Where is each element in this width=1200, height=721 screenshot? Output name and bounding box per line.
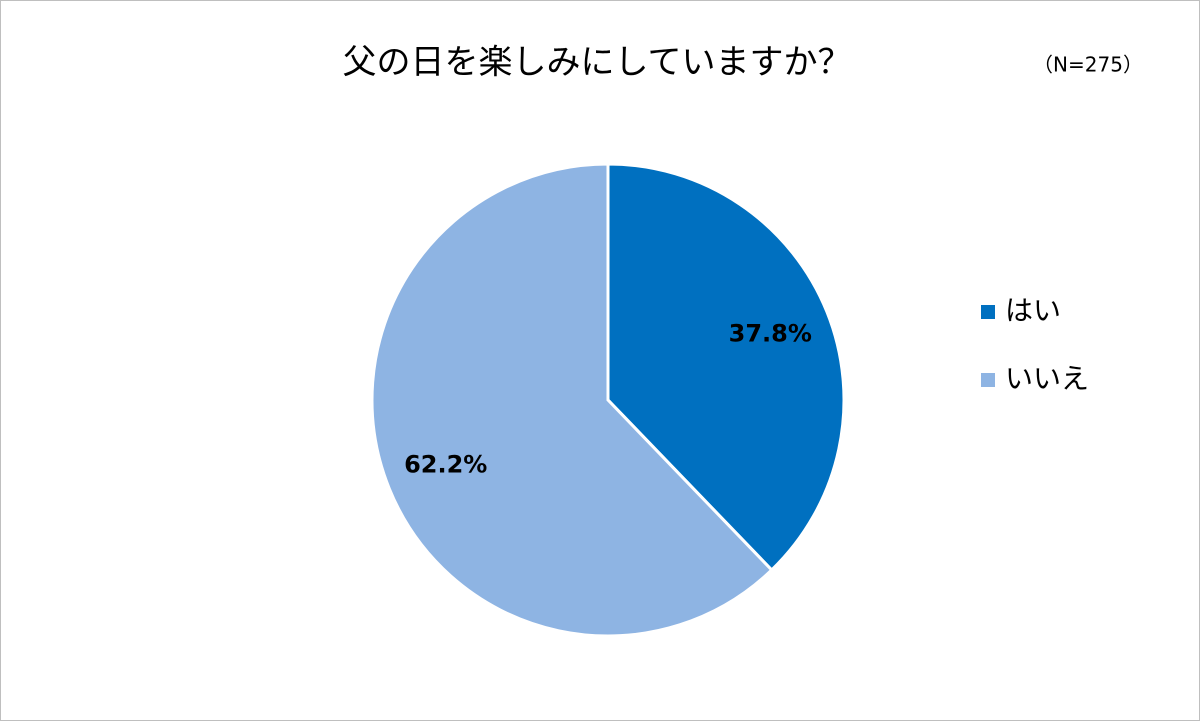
legend-label: はい (1005, 294, 1061, 327)
legend-swatch (981, 305, 995, 319)
pie-slice (370, 162, 774, 638)
chart-title: 父の日を楽しみにしていますか？ (343, 43, 852, 83)
pie-slice (606, 162, 846, 573)
data-label: 62.2% (404, 450, 487, 478)
legend-swatch (981, 373, 995, 387)
legend-label: いいえ (1005, 362, 1089, 395)
chart-subtitle: （N=275） (1033, 53, 1143, 77)
data-label: 37.8% (729, 320, 812, 348)
